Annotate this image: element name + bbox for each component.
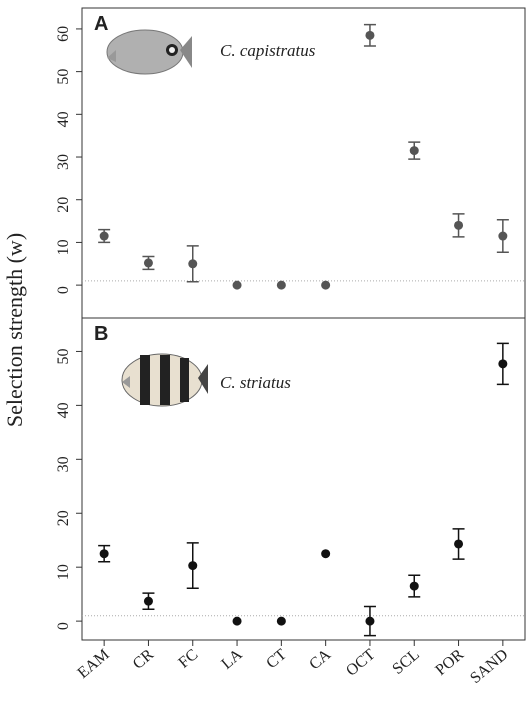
y-tick-label: 60	[55, 26, 72, 42]
y-tick-label: 20	[55, 197, 72, 213]
data-point	[232, 280, 242, 290]
x-tick-label: SCL	[389, 646, 422, 678]
x-tick-label: EAM	[75, 646, 113, 682]
y-tick-label: 0	[55, 286, 72, 294]
data-point	[232, 616, 242, 626]
data-point	[498, 359, 508, 369]
x-tick-label: POR	[432, 646, 467, 679]
y-tick-label: 10	[55, 239, 72, 255]
data-point	[99, 231, 109, 241]
species-label: C. capistratus	[220, 41, 316, 60]
data-point	[498, 231, 508, 241]
x-tick-label: CA	[306, 646, 334, 674]
fish-illustration	[121, 353, 208, 407]
y-tick-label: 20	[55, 510, 72, 526]
y-tick-label: 50	[55, 348, 72, 364]
y-tick-label: 30	[55, 456, 72, 472]
data-point	[188, 259, 198, 269]
data-point	[99, 549, 109, 559]
y-axis-label: Selection strength (w)	[2, 233, 27, 427]
data-point	[143, 596, 153, 606]
x-tick-label: FC	[175, 646, 201, 672]
data-point	[454, 539, 464, 549]
x-tick-label: LA	[218, 646, 246, 673]
data-point	[409, 146, 419, 156]
y-tick-label: 50	[55, 69, 72, 85]
y-tick-label: 0	[55, 622, 72, 630]
x-tick-label: OCT	[343, 646, 379, 680]
panel-label: B	[94, 323, 108, 345]
panel-label: A	[94, 13, 108, 35]
y-tick-label: 40	[55, 402, 72, 418]
data-point	[365, 616, 375, 626]
data-point	[321, 549, 331, 559]
data-point	[321, 280, 331, 290]
fish-illustration	[106, 29, 192, 75]
species-label: C. striatus	[220, 373, 291, 392]
data-point	[454, 220, 464, 230]
x-tick-label: CT	[263, 646, 290, 672]
y-tick-label: 10	[55, 564, 72, 580]
data-point	[365, 30, 375, 40]
data-point	[188, 561, 198, 571]
data-point	[409, 581, 419, 591]
data-point	[276, 280, 286, 290]
y-tick-label: 40	[55, 111, 72, 127]
x-tick-label: CR	[130, 646, 158, 673]
data-point	[276, 616, 286, 626]
y-tick-label: 30	[55, 154, 72, 170]
plot-frame	[81, 317, 526, 641]
x-tick-label: SAND	[467, 646, 511, 687]
data-point	[143, 258, 153, 268]
